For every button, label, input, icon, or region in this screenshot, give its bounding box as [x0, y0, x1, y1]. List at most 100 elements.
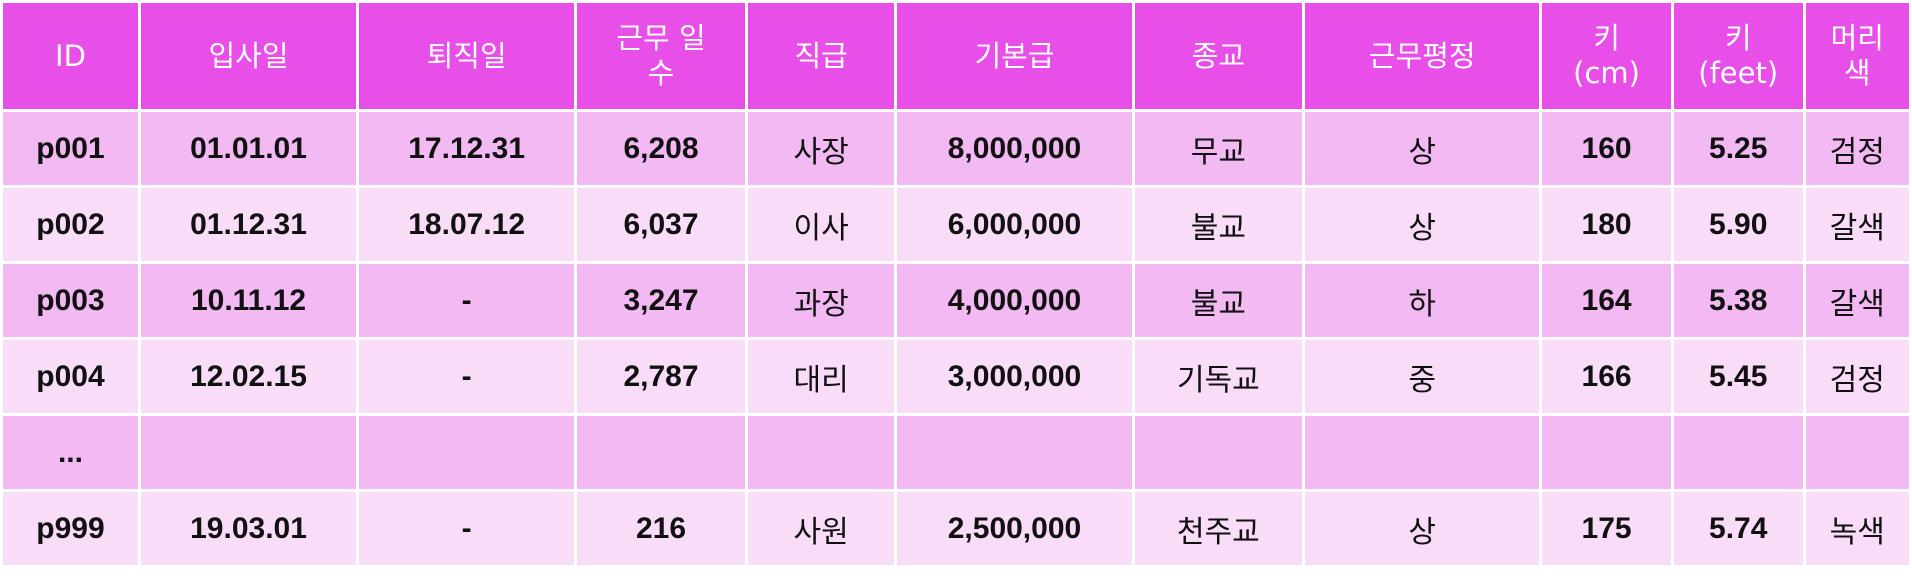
cell-height-ft: 5.74 [1673, 492, 1803, 565]
cell-hire-date: 01.01.01 [140, 112, 357, 185]
cell-id: p999 [3, 492, 138, 565]
table-row: p003 10.11.12 - 3,247 과장 4,000,000 불교 하 … [3, 264, 1909, 337]
table-row: p002 01.12.31 18.07.12 6,037 이사 6,000,00… [3, 188, 1909, 261]
cell-hair-color [1805, 416, 1909, 489]
cell-leave-date: - [359, 492, 575, 565]
cell-base-pay [897, 416, 1132, 489]
cell-height-cm: 166 [1542, 340, 1671, 413]
header-religion-label: 종교 [1191, 38, 1246, 73]
header-rank: 직급 [747, 3, 895, 109]
cell-religion: 불교 [1134, 264, 1303, 337]
cell-religion: 불교 [1134, 188, 1303, 261]
header-leave-date: 퇴직일 [359, 3, 575, 109]
cell-work-days: 6,037 [577, 188, 745, 261]
table-row: p004 12.02.15 - 2,787 대리 3,000,000 기독교 중… [3, 340, 1909, 413]
cell-religion: 무교 [1134, 112, 1303, 185]
header-leave-date-label: 퇴직일 [426, 38, 507, 73]
cell-rank: 이사 [747, 188, 895, 261]
header-height-cm-label-1: 키 [1593, 21, 1620, 55]
cell-evaluation: 중 [1305, 340, 1540, 413]
cell-leave-date: 17.12.31 [359, 112, 575, 185]
cell-base-pay: 6,000,000 [897, 188, 1132, 261]
header-base-pay: 기본급 [897, 3, 1132, 109]
cell-leave-date: - [359, 340, 575, 413]
cell-id: p004 [3, 340, 138, 413]
cell-hair-color: 녹색 [1805, 492, 1909, 565]
cell-hire-date: 10.11.12 [140, 264, 357, 337]
header-hair-color-label-2: 색 [1843, 56, 1871, 90]
cell-height-cm [1542, 416, 1671, 489]
header-hair-color: 머리 색 [1805, 3, 1909, 109]
cell-leave-date: 18.07.12 [359, 188, 575, 261]
cell-rank: 사원 [747, 492, 895, 565]
header-height-cm-label-2: (cm) [1573, 56, 1640, 90]
cell-work-days: 6,208 [577, 112, 745, 185]
cell-rank [747, 416, 895, 489]
table-row: p999 19.03.01 - 216 사원 2,500,000 천주교 상 1… [3, 492, 1909, 565]
cell-height-ft: 5.90 [1673, 188, 1803, 261]
cell-religion: 천주교 [1134, 492, 1303, 565]
header-base-pay-label: 기본급 [974, 38, 1055, 73]
header-work-days-label-2: 수 [647, 56, 675, 90]
cell-work-days: 3,247 [577, 264, 745, 337]
header-hair-color-label-1: 머리 [1830, 21, 1884, 55]
cell-leave-date [359, 416, 575, 489]
header-evaluation-label: 근무평정 [1368, 38, 1476, 73]
cell-height-ft [1673, 416, 1803, 489]
cell-hair-color: 갈색 [1805, 264, 1909, 337]
cell-leave-date: - [359, 264, 575, 337]
cell-work-days [577, 416, 745, 489]
cell-evaluation [1305, 416, 1540, 489]
header-hire-date: 입사일 [140, 3, 357, 109]
cell-height-ft: 5.38 [1673, 264, 1803, 337]
cell-hair-color: 갈색 [1805, 188, 1909, 261]
cell-base-pay: 3,000,000 [897, 340, 1132, 413]
header-id: ID [3, 3, 138, 109]
cell-hair-color: 검정 [1805, 340, 1909, 413]
cell-id: ... [3, 416, 138, 489]
cell-rank: 과장 [747, 264, 895, 337]
cell-rank: 사장 [747, 112, 895, 185]
header-id-label: ID [55, 38, 86, 73]
cell-height-cm: 175 [1542, 492, 1671, 565]
cell-religion [1134, 416, 1303, 489]
header-height-ft-label-1: 키 [1724, 21, 1752, 55]
cell-height-cm: 180 [1542, 188, 1671, 261]
header-evaluation: 근무평정 [1305, 3, 1540, 109]
cell-hair-color: 검정 [1805, 112, 1909, 185]
header-rank-label: 직급 [794, 38, 848, 73]
table-row-ellipsis: ... [3, 416, 1909, 489]
cell-work-days: 2,787 [577, 340, 745, 413]
header-religion: 종교 [1134, 3, 1303, 109]
cell-evaluation: 상 [1305, 492, 1540, 565]
cell-hire-date: 12.02.15 [140, 340, 357, 413]
cell-id: p003 [3, 264, 138, 337]
header-height-cm: 키 (cm) [1542, 3, 1671, 109]
cell-base-pay: 4,000,000 [897, 264, 1132, 337]
cell-hire-date: 19.03.01 [140, 492, 357, 565]
cell-height-cm: 164 [1542, 264, 1671, 337]
header-hire-date-label: 입사일 [208, 38, 289, 73]
cell-height-ft: 5.45 [1673, 340, 1803, 413]
cell-height-cm: 160 [1542, 112, 1671, 185]
cell-evaluation: 하 [1305, 264, 1540, 337]
cell-hire-date: 01.12.31 [140, 188, 357, 261]
cell-evaluation: 상 [1305, 188, 1540, 261]
cell-rank: 대리 [747, 340, 895, 413]
cell-base-pay: 2,500,000 [897, 492, 1132, 565]
header-height-ft: 키 (feet) [1673, 3, 1803, 109]
cell-hire-date [140, 416, 357, 489]
cell-base-pay: 8,000,000 [897, 112, 1132, 185]
cell-religion: 기독교 [1134, 340, 1303, 413]
cell-id: p001 [3, 112, 138, 185]
cell-work-days: 216 [577, 492, 745, 565]
cell-evaluation: 상 [1305, 112, 1540, 185]
table-row: p001 01.01.01 17.12.31 6,208 사장 8,000,00… [3, 112, 1909, 185]
header-height-ft-label-2: (feet) [1698, 56, 1779, 90]
cell-height-ft: 5.25 [1673, 112, 1803, 185]
cell-id: p002 [3, 188, 138, 261]
